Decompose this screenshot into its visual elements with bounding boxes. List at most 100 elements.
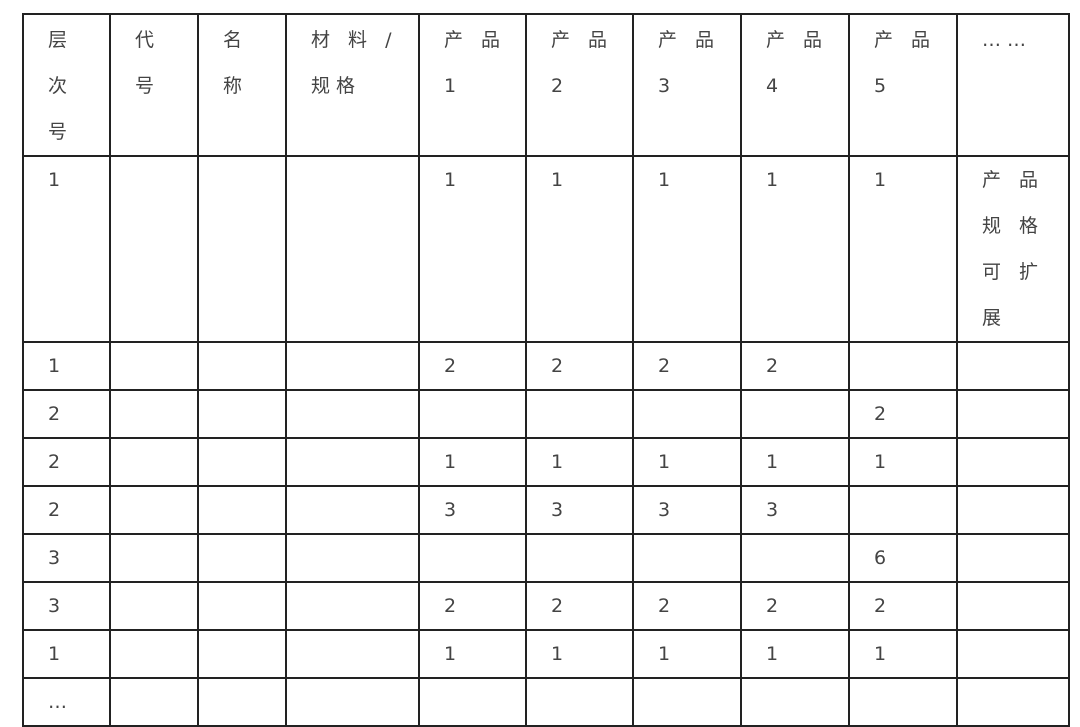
cell-product-3: 2 [632,341,742,391]
cell-level: 1 [22,629,111,679]
cell-product-5 [848,341,958,391]
cell-product-3: 2 [632,581,742,631]
cell-product-1: 3 [418,485,527,535]
cell-product-5 [848,485,958,535]
cell-product-1 [418,533,527,583]
header-name: 名 称 [197,13,287,157]
cell-product-3: 1 [632,155,742,343]
cell-product-3 [632,533,742,583]
cell-material-spec [285,155,420,343]
cell-product-5: 1 [848,155,958,343]
cell-name [197,485,287,535]
cell-product-4 [740,677,850,727]
cell-product-3 [632,389,742,439]
cell-level: 2 [22,437,111,487]
cell-more [956,437,1070,487]
header-product-1: 产 品 1 [418,13,527,157]
cell-product-1 [418,389,527,439]
cell-code [109,533,199,583]
header-code: 代 号 [109,13,199,157]
cell-more [956,485,1070,535]
cell-product-1: 2 [418,341,527,391]
cell-product-2: 1 [525,437,634,487]
cell-code [109,485,199,535]
cell-name [197,581,287,631]
cell-more [956,629,1070,679]
header-more: …… [956,13,1070,157]
cell-product-5: 6 [848,533,958,583]
cell-material-spec [285,437,420,487]
cell-material-spec [285,533,420,583]
cell-level: 2 [22,389,111,439]
cell-product-1: 1 [418,155,527,343]
cell-name [197,437,287,487]
cell-level: … [22,677,111,727]
cell-material-spec [285,341,420,391]
cell-name [197,389,287,439]
cell-code [109,677,199,727]
cell-product-5 [848,677,958,727]
cell-more [956,533,1070,583]
cell-more [956,341,1070,391]
cell-product-3: 1 [632,437,742,487]
cell-product-4 [740,389,850,439]
cell-name [197,629,287,679]
cell-product-4: 1 [740,437,850,487]
cell-material-spec [285,677,420,727]
header-level: 层 次 号 [22,13,111,157]
cell-product-2: 2 [525,581,634,631]
cell-product-1: 1 [418,629,527,679]
cell-level: 1 [22,341,111,391]
cell-product-2: 2 [525,341,634,391]
cell-product-2 [525,533,634,583]
cell-code [109,629,199,679]
cell-more [956,389,1070,439]
cell-product-5: 2 [848,581,958,631]
cell-product-4: 1 [740,155,850,343]
cell-product-2 [525,389,634,439]
cell-product-5: 1 [848,629,958,679]
cell-product-4 [740,533,850,583]
header-product-5: 产 品 5 [848,13,958,157]
cell-product-2 [525,677,634,727]
cell-code [109,581,199,631]
cell-product-3 [632,677,742,727]
cell-code [109,437,199,487]
cell-product-4: 2 [740,341,850,391]
cell-product-1: 2 [418,581,527,631]
cell-code [109,155,199,343]
cell-product-5: 2 [848,389,958,439]
cell-code [109,341,199,391]
cell-product-3: 1 [632,629,742,679]
header-material-spec: 材 料 / 规格 [285,13,420,157]
cell-level: 2 [22,485,111,535]
cell-name [197,533,287,583]
cell-material-spec [285,581,420,631]
cell-product-3: 3 [632,485,742,535]
cell-name [197,677,287,727]
cell-product-4: 1 [740,629,850,679]
cell-product-2: 1 [525,155,634,343]
cell-material-spec [285,629,420,679]
cell-name [197,341,287,391]
cell-product-2: 1 [525,629,634,679]
cell-product-2: 3 [525,485,634,535]
cell-product-4: 2 [740,581,850,631]
cell-more [956,581,1070,631]
header-product-4: 产 品 4 [740,13,850,157]
cell-name [197,155,287,343]
cell-code [109,389,199,439]
table-row: … [22,677,1070,727]
cell-more: 产 品 规 格 可 扩 展 [956,155,1070,343]
cell-product-1: 1 [418,437,527,487]
cell-product-5: 1 [848,437,958,487]
